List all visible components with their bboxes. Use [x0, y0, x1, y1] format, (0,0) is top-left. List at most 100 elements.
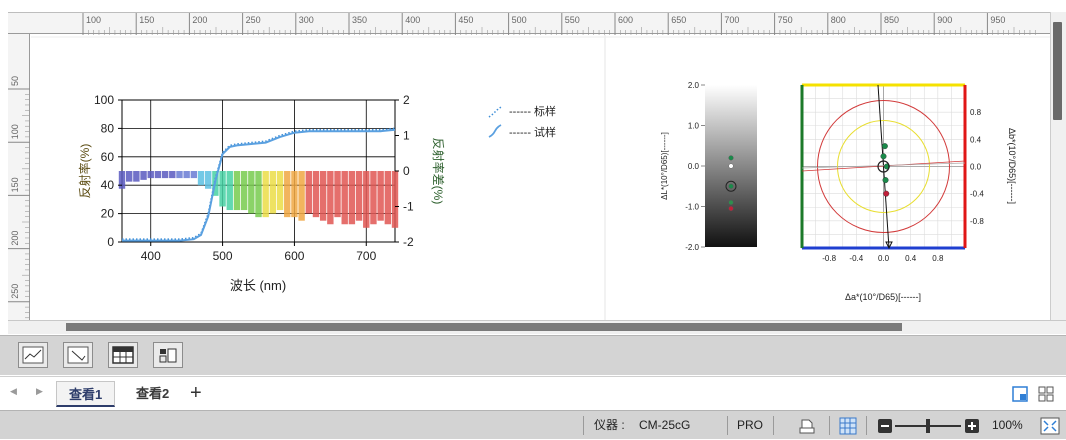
- ab-y-tick-label: -0.4: [970, 190, 984, 199]
- ab-x-tick-label: -0.8: [822, 254, 836, 263]
- right-tick-label: 2: [403, 93, 410, 107]
- difference-bar: [226, 171, 233, 211]
- grid-icon[interactable]: [839, 417, 857, 435]
- difference-bar: [391, 171, 399, 228]
- ab-points: [877, 143, 890, 197]
- ruler-label: 150: [10, 177, 20, 192]
- left-axis-label: 反射率(%): [77, 144, 92, 199]
- delta-l-tick-label: 0.0: [688, 162, 700, 171]
- difference-bar: [355, 171, 363, 221]
- vertical-ruler-ticks: 50 100 150 200 250: [8, 76, 30, 319]
- color-diff-graph-button[interactable]: [63, 342, 93, 368]
- ab-y-tick-label: 0.0: [970, 163, 982, 172]
- difference-bar: [240, 171, 248, 211]
- right-axis-label: 反射率差(%): [431, 138, 446, 205]
- difference-bar: [348, 171, 356, 225]
- grid-view-icon[interactable]: [1038, 386, 1054, 402]
- single-view-icon[interactable]: [1012, 386, 1028, 402]
- difference-bar: [312, 171, 320, 218]
- delta-l-point: [728, 155, 734, 161]
- ruler-label: 250: [246, 15, 261, 25]
- layout-icon: [159, 348, 177, 363]
- difference-bar: [233, 171, 241, 211]
- triangle-left-icon[interactable]: ◀: [10, 386, 17, 396]
- difference-bar: [255, 171, 262, 218]
- ruler-label: 850: [884, 15, 899, 25]
- zoom-in-icon[interactable]: [965, 419, 979, 433]
- status-bar: 仪器 : CM-25cG PRO 100%: [0, 410, 1066, 439]
- difference-bar: [118, 171, 126, 189]
- delta-l-tick-label: 2.0: [688, 81, 700, 90]
- add-tab-button[interactable]: +: [190, 382, 202, 404]
- ruler-label: 550: [565, 15, 580, 25]
- delta-l-point: [728, 199, 734, 205]
- zoom-slider-thumb[interactable]: [926, 419, 930, 433]
- ab-x-tick-label: 0.8: [932, 254, 944, 263]
- ruler-label: 800: [831, 15, 846, 25]
- report-canvas[interactable]: 400 500 600 700 0 20 40 60 80 100 -2 -1 0 1 2 反射率(%) 反…: [31, 35, 1050, 320]
- tab-view-2[interactable]: 查看2: [136, 386, 170, 401]
- zoom-level: 100%: [992, 418, 1023, 432]
- legend-sample-swatch: [488, 124, 502, 138]
- difference-bar: [219, 171, 226, 207]
- delta-l-point: [728, 183, 734, 189]
- horizontal-ruler: 100 150 200 250 300 350 400 450 500 550 600 650 700 7…: [8, 12, 1050, 35]
- ab-point: [882, 177, 889, 184]
- left-tick-label: 100: [94, 93, 114, 107]
- left-tick-label: 60: [101, 150, 115, 164]
- table-icon: [112, 346, 134, 364]
- table-view-button[interactable]: [108, 342, 138, 368]
- right-tick-label: -1: [403, 200, 414, 214]
- ruler-label: 350: [352, 15, 367, 25]
- difference-bar: [161, 171, 169, 179]
- ruler-label: 950: [990, 15, 1005, 25]
- standard-line: [122, 127, 396, 240]
- tab-view-1[interactable]: 查看1: [56, 381, 116, 407]
- difference-bar: [327, 171, 334, 225]
- difference-bar: [305, 171, 312, 214]
- difference-bar: [133, 171, 140, 182]
- horizontal-scroll-thumb[interactable]: [66, 323, 902, 331]
- status-separator: [866, 416, 867, 435]
- hue-line: [877, 84, 890, 249]
- delta-l-point: [728, 206, 734, 212]
- x-axis-label: 波长 (nm): [230, 278, 286, 293]
- delta-l-axis-label: ΔL*(10°/D65)[------]: [660, 132, 669, 200]
- print-icon[interactable]: [798, 418, 816, 434]
- ruler-label: 400: [405, 15, 420, 25]
- ab-x-tick-label: 0.0: [878, 254, 890, 263]
- ruler-label: 150: [139, 15, 154, 25]
- spectral-graph-button[interactable]: [18, 342, 48, 368]
- mode-indicator: PRO: [737, 418, 764, 432]
- hue-red-line: [801, 160, 966, 172]
- difference-bar: [384, 171, 392, 225]
- spectral-reflectance-chart: 400 500 600 700 0 20 40 60 80 100 -2 -1 0 1 2 反射率(%) 反…: [77, 93, 556, 293]
- difference-bar: [298, 171, 305, 221]
- triangle-right-icon[interactable]: ▶: [36, 386, 43, 396]
- ruler-label: 750: [778, 15, 793, 25]
- difference-bars: [118, 171, 399, 228]
- ab-origin-ring: [877, 160, 890, 173]
- layout-button[interactable]: [153, 342, 183, 368]
- chart-legend[interactable]: ------ 标样 ------ 试样: [488, 104, 556, 139]
- vertical-scroll-thumb[interactable]: [1053, 22, 1062, 120]
- ruler-label: 100: [10, 124, 20, 139]
- ruler-label: 200: [192, 15, 207, 25]
- difference-bar: [248, 171, 255, 214]
- ab-y-tick-label: 0.4: [970, 135, 982, 144]
- fit-screen-icon[interactable]: [1040, 417, 1060, 435]
- difference-bar: [284, 171, 291, 218]
- ruler-label: 900: [937, 15, 952, 25]
- ab-point: [883, 190, 890, 197]
- view-toolbar: [0, 335, 1066, 375]
- status-separator: [583, 416, 584, 435]
- difference-bar: [341, 171, 348, 225]
- difference-bar: [190, 171, 198, 179]
- difference-bar: [262, 171, 269, 218]
- legend-sample-label: ------ 试样: [509, 125, 556, 139]
- canvas-svg: 400 500 600 700 0 20 40 60 80 100 -2 -1 0 1 2 反射率(%) 反…: [31, 35, 1050, 320]
- ab-point: [881, 143, 888, 150]
- instrument-value: CM-25cG: [639, 418, 691, 432]
- difference-bar: [183, 171, 190, 179]
- zoom-out-icon[interactable]: [878, 419, 892, 433]
